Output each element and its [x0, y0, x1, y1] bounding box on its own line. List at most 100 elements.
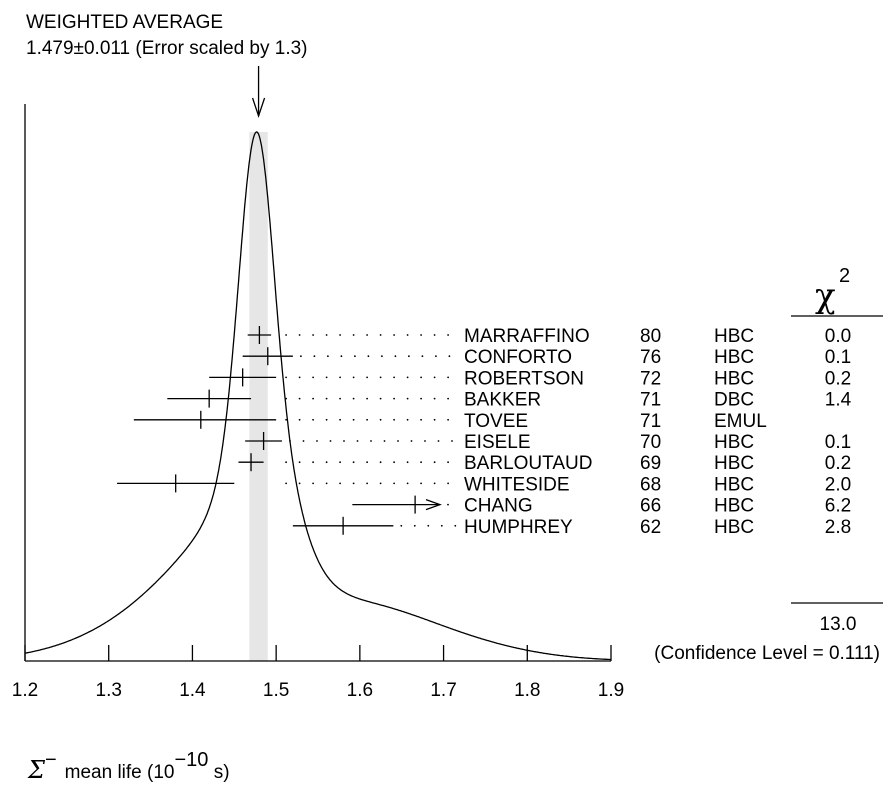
row-year: 70 — [640, 432, 661, 453]
row-year: 71 — [640, 390, 661, 411]
leader-dot — [325, 376, 328, 379]
leader-dot — [312, 397, 314, 400]
leader-dot — [433, 482, 436, 485]
x-ticks — [24, 645, 612, 661]
x-tick-label-4: 1.6 — [347, 680, 373, 701]
leader-dot — [285, 397, 287, 400]
row-chi2: 0.0 — [825, 326, 851, 347]
x-tick-label-0: 1.2 — [12, 680, 38, 701]
leader-dot — [393, 482, 395, 485]
x-axis-symbol: Σ — [27, 756, 46, 784]
leader-dot — [406, 376, 409, 379]
leader-dot — [393, 397, 395, 400]
row-year: 62 — [640, 517, 661, 538]
x-tick-label-2: 1.4 — [179, 680, 206, 701]
leader-dot — [379, 482, 382, 485]
row-year: 66 — [640, 496, 661, 517]
leader-dot — [427, 524, 430, 527]
leader-dot — [366, 334, 368, 336]
row-year: 68 — [640, 474, 661, 495]
row-year: 71 — [640, 411, 661, 432]
leader-dot — [352, 418, 355, 421]
row-technique: HBC — [714, 432, 754, 453]
leader-dot — [447, 503, 449, 506]
leader-dot — [367, 355, 370, 358]
leader-dot — [339, 418, 341, 421]
leader-dot — [366, 482, 368, 485]
leader-dot — [339, 461, 341, 464]
leader-dot — [316, 440, 318, 442]
x-tick-label-1: 1.3 — [96, 680, 122, 701]
row-name: ROBERTSON — [464, 368, 584, 389]
leader-dot — [354, 355, 356, 358]
confidence-level: (Confidence Level = 0.111) — [654, 643, 880, 664]
leader-dot — [325, 397, 328, 400]
leader-dot — [379, 461, 382, 464]
average-value: 1.479±0.011 (Error scaled by 1.3) — [26, 38, 308, 59]
row-technique: HBC — [714, 474, 754, 495]
chi2-total: 13.0 — [820, 614, 857, 635]
x-tick-label-3: 1.5 — [263, 680, 289, 701]
leader-dot — [352, 482, 355, 485]
row-year: 69 — [640, 453, 661, 474]
row-technique: EMUL — [714, 411, 767, 432]
leader-dot — [406, 334, 409, 336]
leader-dot — [421, 355, 424, 358]
leader-dot — [447, 376, 449, 379]
leader-dot — [329, 440, 332, 442]
leader-dot — [379, 418, 382, 421]
x-axis-label-exp: −10 — [175, 749, 209, 771]
leader-dot — [420, 418, 422, 421]
leader-dot — [366, 461, 368, 464]
row-name: CHANG — [464, 496, 533, 517]
leader-dot — [433, 376, 436, 379]
row-chi2: 0.2 — [825, 453, 851, 474]
leader-dot — [325, 334, 328, 336]
leader-dot — [454, 524, 457, 527]
leader-dot — [424, 440, 426, 442]
x-axis-label-main: mean life (10 — [65, 762, 175, 783]
leader-dot — [339, 376, 341, 379]
leader-dot — [327, 355, 329, 358]
row-year: 72 — [640, 368, 661, 389]
leader-dot — [393, 376, 395, 379]
leader-dot — [285, 334, 287, 336]
leader-dot — [325, 418, 328, 421]
overflow-arrow — [425, 498, 442, 511]
leader-dot — [339, 397, 341, 400]
leader-dot — [312, 376, 314, 379]
x-axis-symbol-sup: − — [45, 749, 57, 771]
leader-dot — [394, 355, 397, 358]
leader-dot — [406, 418, 409, 421]
leader-dot — [447, 334, 449, 336]
row-year: 76 — [640, 347, 661, 368]
leader-dot — [435, 355, 437, 358]
leader-dot — [420, 397, 422, 400]
leader-dot — [366, 397, 368, 400]
leader-dot — [383, 440, 386, 442]
leader-dot — [312, 461, 314, 464]
leader-dot — [352, 461, 355, 464]
leader-dot — [285, 418, 287, 421]
row-technique: HBC — [714, 347, 754, 368]
leader-dot — [285, 376, 287, 379]
leader-dot — [285, 482, 287, 485]
average-band — [249, 132, 268, 661]
leader-dot — [352, 334, 355, 336]
leader-dot — [298, 461, 301, 464]
leader-dot — [352, 397, 355, 400]
leader-dot — [447, 482, 449, 485]
chi2-header-sup: 2 — [839, 265, 850, 287]
leader-dot — [393, 418, 395, 421]
row-chi2: 2.0 — [825, 474, 851, 495]
leader-dot — [352, 376, 355, 379]
leader-dot — [366, 418, 368, 421]
row-chi2: 2.8 — [825, 517, 851, 538]
x-tick-labels: 1.2 1.3 1.4 1.5 1.6 1.7 1.8 1.9 — [12, 680, 624, 701]
row-technique: HBC — [714, 453, 754, 474]
leader-dot — [339, 334, 341, 336]
leader-dot — [406, 397, 409, 400]
leader-dot — [448, 355, 451, 358]
x-tick-label-7: 1.9 — [598, 680, 624, 701]
leader-dot — [433, 418, 436, 421]
